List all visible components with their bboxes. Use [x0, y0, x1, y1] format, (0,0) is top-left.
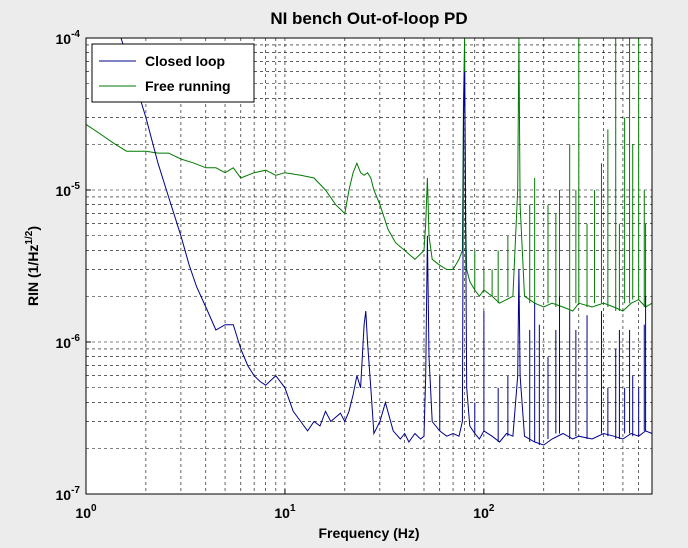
x-tick-base: 10	[473, 505, 489, 521]
y-tick-label: 10-4	[56, 29, 81, 47]
y-tick-exp: -7	[71, 485, 80, 496]
y-tick-exp: -6	[71, 333, 80, 344]
y-tick-label: 10-7	[56, 485, 81, 503]
x-tick-label: 102	[473, 503, 495, 521]
y-axis-label-main: RIN (1/Hz	[25, 245, 41, 306]
x-tick-exp: 2	[489, 503, 495, 514]
x-axis-label: Frequency (Hz)	[318, 525, 419, 541]
series-line-free-running	[85, 37, 653, 312]
x-tick-exp: 1	[290, 503, 296, 514]
x-tick-base: 10	[75, 505, 91, 521]
y-axis-label-sup: 1/2	[24, 230, 35, 244]
y-axis-label-tail: )	[25, 226, 41, 231]
x-tick-label: 101	[274, 503, 296, 521]
plot-frame	[85, 37, 653, 495]
x-tick-base: 10	[274, 505, 290, 521]
y-tick-base: 10	[56, 487, 72, 503]
x-tick-label: 100	[75, 503, 97, 521]
chart-title: NI bench Out-of-loop PD	[270, 9, 467, 28]
y-tick-base: 10	[56, 335, 72, 351]
plot-area	[86, 38, 652, 494]
y-tick-label: 10-5	[56, 181, 81, 199]
series-line-closed-loop	[120, 37, 653, 446]
y-tick-base: 10	[56, 31, 72, 47]
y-tick-base: 10	[56, 183, 72, 199]
legend-label-free-running: Free running	[145, 78, 231, 94]
legend: Closed loop Free running	[91, 43, 255, 103]
y-tick-label: 10-6	[56, 333, 81, 351]
series-layer	[85, 37, 653, 446]
y-tick-exp: -5	[71, 181, 80, 192]
x-tick-exp: 0	[91, 503, 97, 514]
y-tick-exp: -4	[71, 29, 80, 40]
legend-box	[91, 43, 255, 103]
legend-label-closed-loop: Closed loop	[145, 53, 225, 69]
y-axis-label: RIN (1/Hz1/2)	[24, 226, 41, 306]
